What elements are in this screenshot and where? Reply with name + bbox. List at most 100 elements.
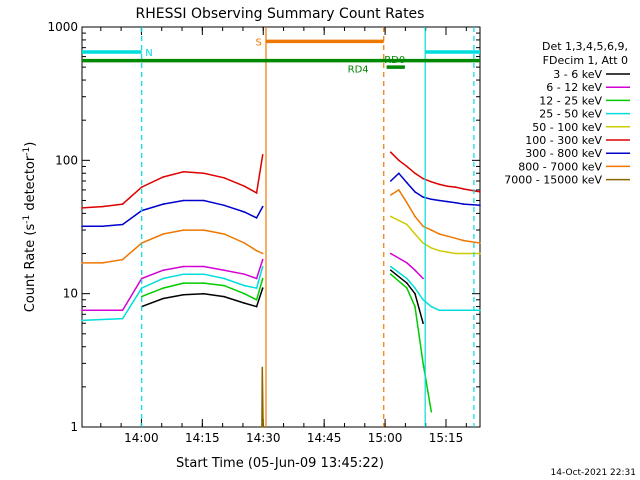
data-point (121, 203, 124, 205)
data-point (223, 284, 225, 287)
y-axis-label: Count Rate (s-1 detector-1) (22, 142, 38, 313)
data-point (430, 411, 433, 413)
data-point (261, 265, 264, 268)
data-point (406, 223, 408, 226)
data-point (389, 269, 392, 272)
data-point (101, 225, 104, 228)
data-point (182, 282, 185, 284)
series-line-3 (81, 266, 264, 322)
chart-title: RHESSI Observing Summary Count Rates (136, 6, 425, 22)
series-line-6 (82, 199, 264, 228)
data-point (223, 233, 225, 235)
data-point (463, 203, 465, 205)
annotation-label: N (145, 48, 152, 59)
data-point (422, 299, 424, 301)
data-point (454, 252, 457, 255)
data-point (140, 277, 143, 280)
data-point (182, 171, 185, 173)
data-point (446, 251, 449, 253)
data-point (414, 172, 416, 175)
data-point (467, 252, 469, 255)
data-point (438, 309, 441, 312)
data-point (261, 252, 264, 255)
data-point (121, 317, 124, 320)
data-point (255, 299, 258, 301)
data-point (414, 292, 416, 295)
data-point (422, 362, 424, 365)
x-tick-label: 14:45 (307, 431, 342, 445)
x-axis: 14:00 14:15 14:30 14:45 15:00 15:15 (100, 27, 467, 445)
data-point (81, 262, 83, 264)
data-point (414, 215, 416, 218)
data-point (438, 233, 441, 235)
y-axis-label-sup2: -1 (22, 147, 32, 156)
data-point (406, 277, 408, 280)
data-point (243, 292, 246, 295)
data-point (389, 180, 392, 182)
data-point (446, 185, 449, 187)
series-line-4 (390, 215, 480, 255)
data-point (389, 252, 392, 255)
data-point (162, 203, 164, 205)
data-point (389, 194, 392, 196)
data-point (438, 199, 441, 202)
x-tick-label: 15:00 (368, 431, 403, 445)
series-line-7 (390, 188, 481, 244)
series-layer (81, 151, 481, 428)
data-point (121, 223, 124, 226)
data-point (255, 249, 258, 252)
data-point (414, 305, 416, 308)
data-point (243, 284, 246, 287)
data-point (414, 269, 416, 272)
data-point (182, 229, 185, 231)
data-point (406, 262, 408, 264)
data-point (182, 265, 185, 268)
data-point (398, 189, 400, 191)
data-point (223, 269, 225, 272)
data-point (262, 426, 264, 428)
legend-entry-label: 300 - 800 keV (525, 147, 602, 160)
data-point (479, 242, 481, 244)
data-point (255, 277, 258, 280)
annotation-label: RD4 (348, 64, 369, 75)
data-point (261, 205, 264, 208)
data-point (398, 159, 400, 162)
x-tick-label: 14:00 (124, 431, 159, 445)
y-tick-label: 1000 (47, 20, 78, 34)
data-point (223, 295, 225, 298)
data-point (438, 249, 441, 252)
data-point (479, 252, 481, 255)
data-point (121, 258, 124, 261)
data-point (389, 215, 392, 218)
data-point (243, 273, 246, 276)
data-point (203, 229, 205, 231)
data-point (101, 205, 104, 208)
data-point (162, 176, 164, 178)
data-point (261, 277, 264, 280)
data-point (479, 191, 481, 193)
data-point (162, 297, 164, 300)
data-point (406, 181, 408, 184)
data-point (182, 273, 185, 276)
data-point (182, 294, 185, 296)
annotation-layer: N S RD4 RD0 (82, 27, 480, 427)
data-point (223, 177, 225, 179)
data-point (203, 199, 205, 202)
data-point (81, 225, 83, 228)
legend-entry-label: 800 - 7000 keV (518, 160, 602, 173)
data-point (463, 309, 465, 312)
series-line-5 (390, 151, 481, 193)
y-tick-label: 10 (63, 287, 78, 301)
data-point (223, 277, 225, 280)
data-point (454, 237, 457, 240)
data-point (389, 265, 392, 268)
data-point (261, 258, 264, 261)
data-point (406, 165, 408, 168)
data-point (255, 305, 258, 308)
legend-entry-label: 100 - 300 keV (525, 134, 602, 147)
series-line-7 (82, 229, 264, 264)
data-point (121, 309, 124, 312)
data-point (162, 287, 164, 289)
series-line-5 (81, 154, 264, 209)
